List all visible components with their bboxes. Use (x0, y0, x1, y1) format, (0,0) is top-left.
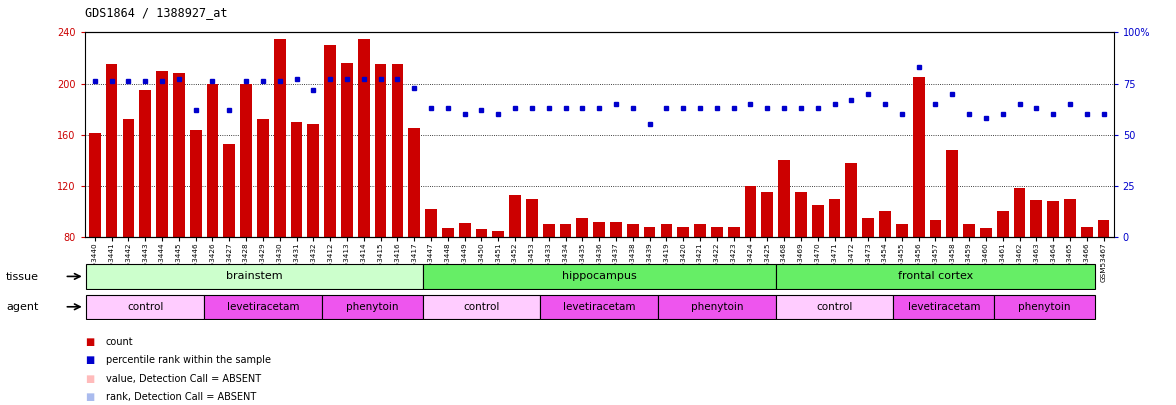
Bar (929, 220, 941, 237)
Bar (322, 295, 422, 319)
Bar (980, 228, 991, 237)
Bar (795, 192, 807, 237)
Bar (862, 218, 874, 237)
Bar (274, 39, 286, 237)
Bar (627, 224, 639, 237)
Bar (258, 119, 269, 237)
Bar (426, 209, 437, 237)
Bar (963, 224, 975, 237)
Text: phenytoin: phenytoin (690, 302, 743, 312)
Bar (677, 227, 689, 237)
Text: tissue: tissue (6, 272, 39, 281)
Bar (1030, 200, 1042, 237)
Bar (543, 224, 555, 237)
Text: hippocampus: hippocampus (562, 271, 636, 281)
Bar (997, 211, 1009, 237)
Bar (880, 211, 891, 237)
Bar (459, 223, 470, 237)
Bar (1081, 227, 1093, 237)
Bar (711, 227, 723, 237)
Bar (86, 264, 422, 288)
Text: control: control (127, 302, 163, 312)
Text: levetiracetam: levetiracetam (227, 302, 299, 312)
Bar (593, 222, 606, 237)
Bar (156, 71, 168, 237)
Bar (610, 222, 622, 237)
Bar (240, 83, 252, 237)
Text: control: control (816, 302, 853, 312)
Text: levetiracetam: levetiracetam (563, 302, 635, 312)
Text: value, Detection Call = ABSENT: value, Detection Call = ABSENT (106, 374, 261, 384)
Text: agent: agent (6, 302, 39, 311)
Bar (223, 144, 235, 237)
Bar (913, 77, 924, 237)
Bar (1064, 198, 1076, 237)
Bar (341, 63, 353, 237)
Bar (290, 122, 302, 237)
Text: brainstem: brainstem (226, 271, 282, 281)
Bar (358, 39, 369, 237)
Bar (422, 264, 776, 288)
Bar (846, 163, 857, 237)
Bar (728, 227, 740, 237)
Bar (392, 64, 403, 237)
Bar (659, 295, 776, 319)
Bar (540, 295, 659, 319)
Bar (408, 128, 420, 237)
Bar (894, 295, 994, 319)
Bar (139, 90, 151, 237)
Bar (207, 83, 219, 237)
Text: control: control (463, 302, 500, 312)
Bar (994, 295, 1095, 319)
Bar (1048, 201, 1060, 237)
Text: phenytoin: phenytoin (346, 302, 399, 312)
Text: frontal cortex: frontal cortex (897, 271, 973, 281)
Bar (526, 198, 537, 237)
Bar (576, 218, 588, 237)
Bar (509, 195, 521, 237)
Text: rank, Detection Call = ABSENT: rank, Detection Call = ABSENT (106, 392, 256, 402)
Bar (1014, 188, 1025, 237)
Bar (325, 45, 336, 237)
Bar (643, 227, 655, 237)
Bar (744, 186, 756, 237)
Bar (829, 198, 841, 237)
Bar (86, 295, 205, 319)
Bar (1097, 220, 1109, 237)
Text: ■: ■ (85, 356, 94, 365)
Bar (661, 224, 673, 237)
Text: levetiracetam: levetiracetam (908, 302, 980, 312)
Bar (205, 295, 322, 319)
Text: ■: ■ (85, 374, 94, 384)
Bar (122, 119, 134, 237)
Bar (779, 160, 790, 237)
Bar (106, 64, 118, 237)
Bar (89, 133, 101, 237)
Text: ■: ■ (85, 392, 94, 402)
Text: ■: ■ (85, 337, 94, 347)
Bar (776, 295, 894, 319)
Bar (493, 230, 505, 237)
Bar (189, 130, 201, 237)
Bar (947, 150, 958, 237)
Text: count: count (106, 337, 133, 347)
Bar (560, 224, 572, 237)
Bar (422, 295, 540, 319)
Text: percentile rank within the sample: percentile rank within the sample (106, 356, 270, 365)
Bar (811, 205, 823, 237)
Bar (761, 192, 773, 237)
Bar (776, 264, 1095, 288)
Text: GDS1864 / 1388927_at: GDS1864 / 1388927_at (85, 6, 227, 19)
Bar (896, 224, 908, 237)
Bar (375, 64, 387, 237)
Text: phenytoin: phenytoin (1018, 302, 1071, 312)
Bar (694, 224, 706, 237)
Bar (442, 228, 454, 237)
Bar (475, 229, 487, 237)
Bar (307, 124, 319, 237)
Bar (173, 73, 185, 237)
